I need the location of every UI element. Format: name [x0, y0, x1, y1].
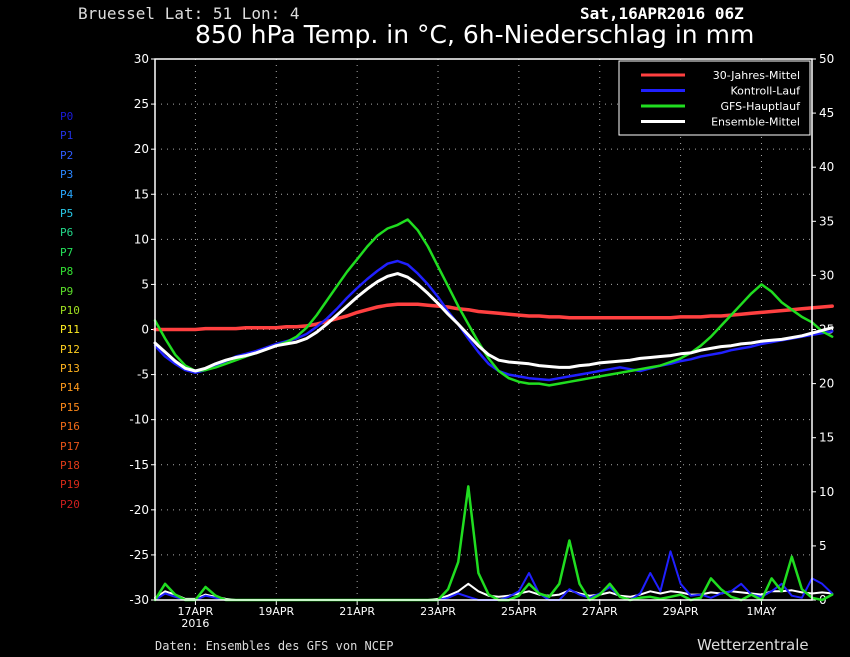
member-label: P7: [60, 245, 74, 259]
y-tick-label-left: 30: [134, 52, 149, 66]
x-tick-label: 23APR: [420, 605, 456, 618]
y-tick-label-left: -30: [129, 593, 149, 607]
member-label: P0: [60, 110, 74, 123]
y-tick-label-right: 15: [819, 431, 834, 445]
chart-title: 850 hPa Temp. in °C, 6h-Niederschlag in …: [195, 20, 755, 49]
y-tick-label-left: 25: [134, 97, 149, 111]
legend-label: GFS-Hauptlauf: [720, 100, 801, 113]
brand-label: Wetterzentrale: [697, 636, 809, 654]
y-tick-label-left: -15: [129, 458, 149, 472]
member-label: P8: [60, 265, 74, 279]
y-tick-label-right: 10: [819, 485, 834, 499]
y-tick-label-right: 5: [819, 539, 827, 553]
series-line-gfs-hauptlauf: [153, 218, 834, 387]
member-label: P10: [60, 303, 80, 317]
member-label: P6: [60, 226, 74, 240]
x-tick-label: 17APR: [178, 605, 214, 618]
member-label: P18: [60, 459, 80, 473]
member-label: P12: [60, 342, 80, 356]
y-tick-label-left: 10: [134, 232, 149, 246]
x-tick-label: 1MAY: [747, 605, 777, 618]
y-tick-label-right: 35: [819, 214, 834, 228]
y-tick-label-right: 50: [819, 52, 834, 66]
member-label: P3: [60, 168, 74, 182]
member-label: P4: [60, 187, 74, 201]
member-label: P14: [60, 381, 80, 395]
series-line-kontroll-lauf: [153, 259, 834, 382]
y-tick-label-left: -25: [129, 548, 149, 562]
x-tick-label: 25APR: [501, 605, 537, 618]
member-list: P0 P1 P2 P3 P4 P5 P6 P7 P8 P9 P10 P11 P12 P13 P14 P15 P1…: [60, 110, 80, 517]
y-tick-label-left: 5: [141, 277, 149, 291]
member-label: P1: [60, 129, 74, 143]
y-tick-label-right: 40: [819, 160, 834, 174]
legend-label: Kontroll-Lauf: [731, 85, 802, 98]
x-tick-sublabel: 2016: [181, 617, 209, 630]
series-line-niederschlag-kontroll-lauf: [154, 550, 834, 601]
series-line-30-jahres-mittel: [153, 302, 834, 332]
y-tick-label-right: 20: [819, 377, 834, 391]
y-tick-label-left: 0: [141, 323, 149, 337]
x-tick-label: 27APR: [582, 605, 618, 618]
x-tick-label: 19APR: [258, 605, 294, 618]
member-label: P20: [60, 497, 80, 511]
legend-label: Ensemble-Mittel: [711, 116, 800, 129]
data-source-note: Daten: Ensembles des GFS von NCEP: [155, 639, 394, 653]
member-label: P15: [60, 400, 80, 414]
y-tick-label-right: 30: [819, 268, 834, 282]
legend: 30-Jahres-Mittel Kontroll-Lauf GFS-Hauptla…: [618, 60, 811, 136]
y-tick-label-left: -10: [129, 413, 149, 427]
plot-frame: [154, 58, 813, 601]
location-label: Bruessel Lat: 51 Lon: 4: [78, 4, 300, 23]
series-line-niederschlag-gfs-hauptlauf: [153, 485, 834, 602]
member-label: P16: [60, 420, 80, 434]
series-line-ensemble-mittel: [153, 272, 834, 373]
member-label: P17: [60, 439, 80, 453]
member-label: P13: [60, 362, 80, 376]
y-tick-label-right: 45: [819, 106, 834, 120]
y-tick-label-left: 15: [134, 187, 149, 201]
member-label: P11: [60, 323, 80, 337]
legend-label: 30-Jahres-Mittel: [713, 69, 800, 82]
x-tick-label: 29APR: [663, 605, 699, 618]
member-label: P9: [60, 284, 74, 298]
y-tick-label-left: 20: [134, 142, 149, 156]
member-label: P2: [60, 148, 74, 162]
member-label: P5: [60, 206, 74, 220]
y-tick-label-left: -20: [129, 503, 149, 517]
y-tick-label-left: -5: [137, 368, 149, 382]
run-datetime: Sat,16APR2016 06Z: [580, 4, 744, 23]
x-tick-label: 21APR: [339, 605, 375, 618]
member-label: P19: [60, 478, 80, 492]
